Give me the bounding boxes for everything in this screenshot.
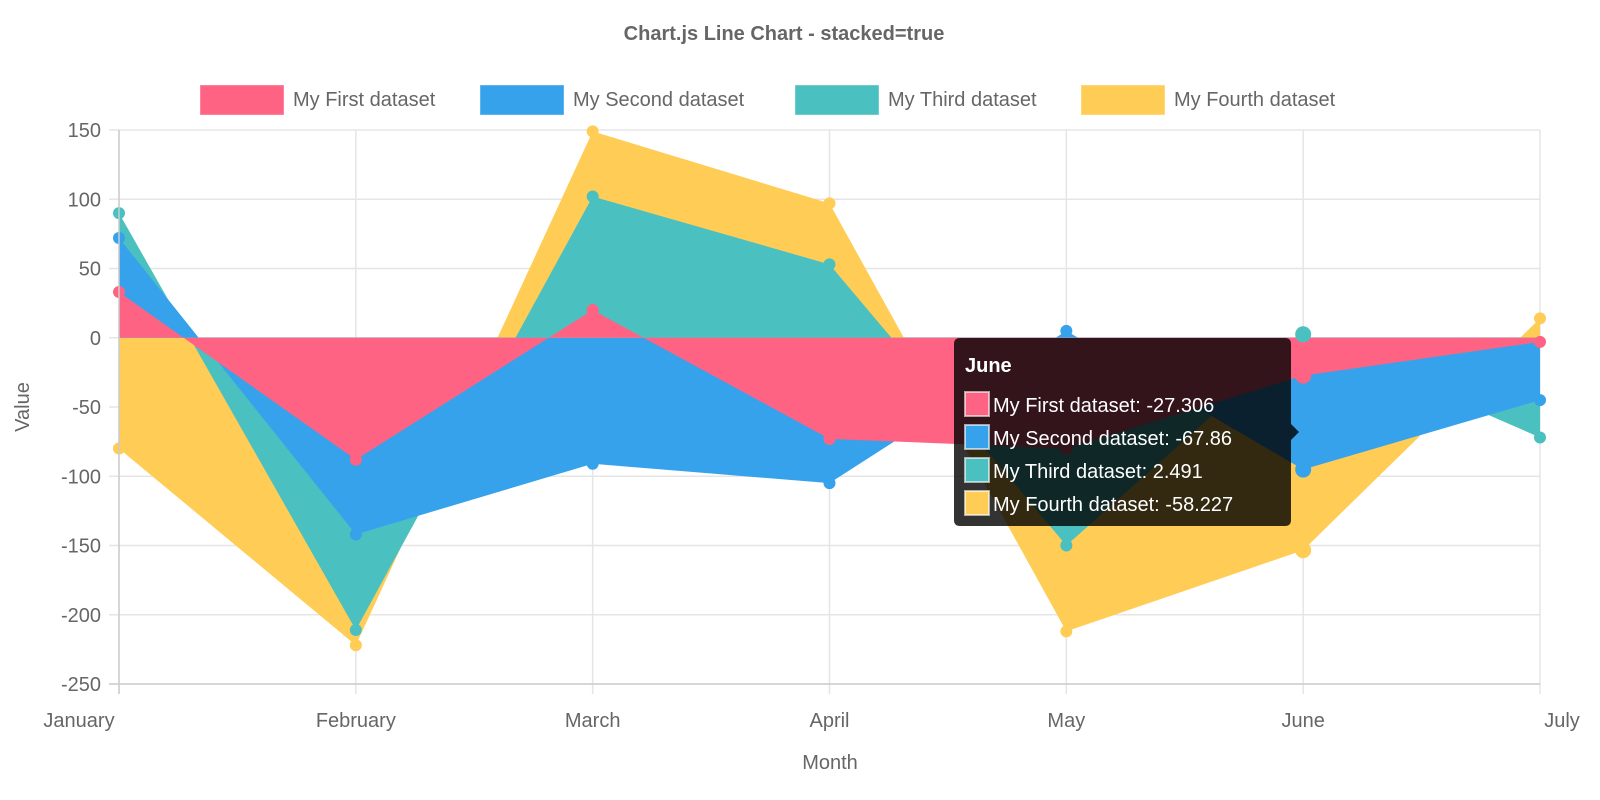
y-tick-label: -200	[61, 605, 101, 627]
data-point	[1295, 367, 1312, 384]
data-point	[586, 125, 599, 138]
data-point	[823, 432, 836, 445]
data-point	[349, 623, 362, 636]
legend-swatch	[479, 84, 565, 116]
data-point	[586, 190, 599, 203]
data-point	[586, 304, 599, 317]
series-fill-1	[119, 292, 1540, 460]
data-point	[1060, 324, 1073, 337]
data-point	[1534, 431, 1546, 444]
data-point	[349, 639, 362, 652]
legend-swatch	[199, 84, 285, 116]
series-points	[113, 125, 1546, 652]
y-tick-label: -250	[61, 674, 101, 696]
tooltip-line: My Second dataset: -67.86	[993, 428, 1232, 450]
chart-title: Chart.js Line Chart - stacked=true	[624, 23, 945, 45]
data-point	[349, 528, 362, 541]
tooltip-swatch	[964, 490, 990, 516]
data-point	[1060, 625, 1073, 638]
tooltip: June My First dataset: -27.306 My Second d…	[954, 338, 1299, 526]
data-point	[1534, 312, 1546, 325]
data-point	[586, 457, 599, 470]
data-point	[1060, 539, 1073, 552]
axes: 150 100 50 0 -50 -100 -150 -200 -250 January Febru…	[43, 120, 1579, 732]
data-point	[823, 477, 836, 490]
x-tick-label: July	[1544, 710, 1580, 732]
tooltip-swatch	[964, 424, 990, 450]
data-point	[1534, 335, 1546, 348]
legend: My First dataset My Second dataset My Thir…	[199, 84, 1336, 116]
data-point	[823, 258, 836, 271]
legend-label: My Second dataset	[573, 89, 745, 111]
legend-label: My First dataset	[293, 89, 436, 111]
y-axis-label: Value	[12, 382, 34, 432]
x-tick-label: June	[1281, 710, 1324, 732]
tooltip-line: My Fourth dataset: -58.227	[993, 494, 1233, 516]
y-tick-label: 50	[79, 259, 101, 281]
data-point	[1534, 394, 1546, 407]
tooltip-line: My First dataset: -27.306	[993, 395, 1214, 417]
y-tick-label: 150	[68, 120, 101, 142]
x-tick-label: March	[565, 710, 621, 732]
y-tick-label: 100	[68, 189, 101, 211]
x-tick-label: May	[1047, 710, 1085, 732]
y-tick-label: -150	[61, 536, 101, 558]
x-tick-label: April	[809, 710, 849, 732]
tooltip-swatch	[964, 457, 990, 483]
tooltip-box	[954, 338, 1299, 526]
tooltip-line: My Third dataset: 2.491	[993, 461, 1203, 483]
legend-label: My Third dataset	[888, 89, 1037, 111]
tooltip-swatch	[964, 391, 990, 417]
legend-swatch	[1080, 84, 1166, 116]
data-point	[1295, 542, 1312, 559]
y-tick-label: 0	[90, 328, 101, 350]
y-tick-label: -50	[72, 397, 101, 419]
x-axis-label: Month	[802, 752, 858, 774]
x-tick-label: February	[316, 710, 396, 732]
legend-swatch	[794, 84, 880, 116]
x-tick-label: January	[43, 710, 114, 732]
tooltip-title: June	[965, 355, 1012, 377]
data-point	[1295, 461, 1312, 478]
data-point	[349, 453, 362, 466]
data-point	[823, 197, 836, 210]
data-point	[1295, 326, 1312, 343]
legend-label: My Fourth dataset	[1174, 89, 1336, 111]
y-tick-label: -100	[61, 466, 101, 488]
